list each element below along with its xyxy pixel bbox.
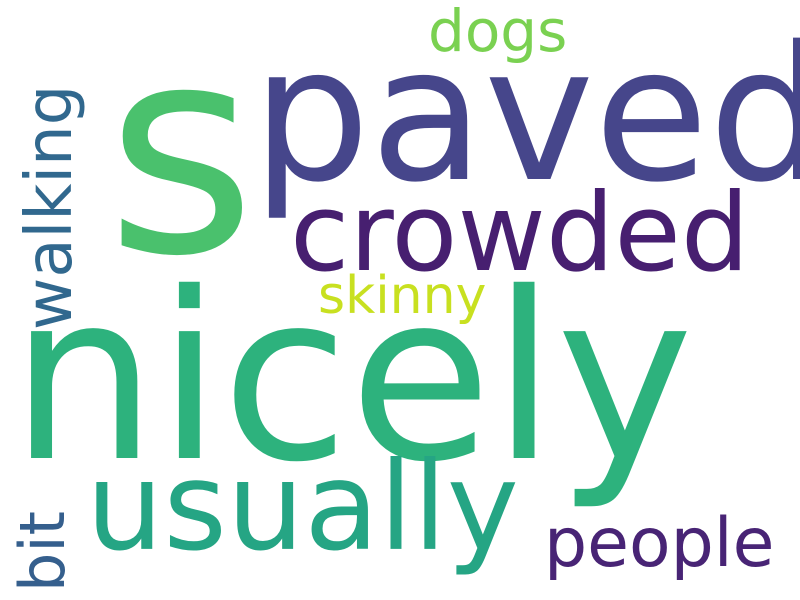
word-people: people: [544, 504, 775, 583]
word-s: s: [106, 0, 257, 319]
word-nicely: nicely: [10, 243, 694, 513]
word-paved: paved: [252, 6, 800, 223]
word-dogs: dogs: [428, 0, 568, 65]
word-bit: bit: [6, 511, 79, 592]
word-skinny: skinny: [318, 266, 487, 326]
word-usually: usually: [86, 436, 519, 578]
word-crowded: crowded: [290, 171, 750, 296]
word-walking: walking: [13, 84, 87, 330]
